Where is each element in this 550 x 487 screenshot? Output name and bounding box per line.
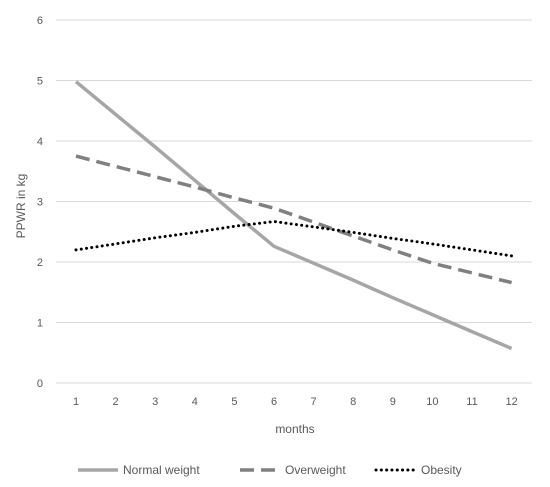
series-line-overweight [75, 154, 513, 285]
y-tick-label: 6 [37, 15, 43, 27]
y-tick-label: 1 [37, 318, 43, 330]
x-tick-label: 1 [73, 396, 79, 408]
y-axis-label: PPWR in kg [14, 174, 28, 239]
legend: Normal weight Overweight Obesity [78, 463, 462, 477]
legend-label: Obesity [421, 463, 462, 477]
x-tick-label: 3 [152, 396, 158, 408]
gridlines [56, 19, 532, 384]
x-tick-label: 9 [390, 396, 396, 408]
legend-item: Obesity [374, 463, 462, 477]
x-tick-label: 11 [466, 396, 477, 408]
y-tick-label: 0 [37, 378, 43, 390]
x-axis-label: months [275, 422, 314, 436]
x-tick-label: 8 [350, 396, 356, 408]
y-tick-label: 2 [37, 257, 43, 269]
series-line-obesity [74, 220, 514, 258]
y-tick-label: 5 [37, 76, 43, 88]
x-tick-label: 5 [231, 396, 237, 408]
y-tick-label: 4 [37, 136, 43, 148]
legend-item: Normal weight [78, 463, 200, 477]
y-axis-ticks: 0 1 2 3 4 5 6 [37, 15, 43, 390]
x-tick-label: 7 [311, 396, 317, 408]
legend-item: Overweight [240, 463, 346, 477]
x-tick-label: 2 [113, 396, 119, 408]
legend-label: Normal weight [123, 463, 200, 477]
x-tick-label: 4 [192, 396, 198, 408]
y-tick-label: 3 [37, 197, 43, 209]
series-lines [74, 80, 514, 351]
x-axis-ticks: 1 2 3 4 5 6 7 8 9 10 11 12 [73, 396, 518, 408]
x-tick-label: 12 [505, 396, 517, 408]
legend-label: Overweight [285, 463, 346, 477]
x-tick-label: 6 [271, 396, 277, 408]
series-line-normal-weight [74, 80, 513, 351]
x-tick-label: 10 [426, 396, 438, 408]
